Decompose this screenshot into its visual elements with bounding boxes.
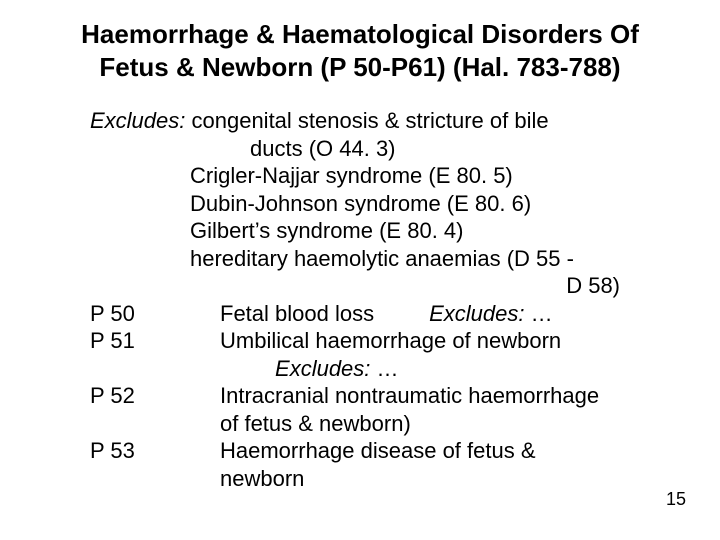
p50-part1: Fetal blood loss — [220, 301, 429, 326]
excludes-label: Excludes: — [90, 108, 185, 133]
excludes-block: Excludes: congenital stenosis & strictur… — [90, 107, 690, 300]
code-row-p52: P 52 Intracranial nontraumatic haemorrha… — [90, 382, 690, 437]
excludes-line-3: Dubin-Johnson syndrome (E 80. 6) — [90, 190, 690, 218]
p53-line1: Haemorrhage disease of fetus & — [220, 437, 690, 465]
p50-excludes: Excludes: — [429, 301, 531, 326]
excludes-line-6: D 58) — [90, 272, 690, 300]
slide-title: Haemorrhage & Haematological Disorders O… — [30, 18, 690, 83]
excludes-line-4: Gilbert’s syndrome (E 80. 4) — [90, 217, 690, 245]
p52-line1: Intracranial nontraumatic haemorrhage — [220, 382, 690, 410]
code-label: P 52 — [90, 382, 220, 437]
code-row-p51: P 51 Umbilical haemorrhage of newborn Ex… — [90, 327, 690, 382]
code-label: P 51 — [90, 327, 220, 382]
p50-dots: … — [531, 301, 553, 326]
slide-body: Excludes: congenital stenosis & strictur… — [30, 107, 690, 492]
code-label: P 50 — [90, 300, 220, 328]
slide: Haemorrhage & Haematological Disorders O… — [0, 0, 720, 540]
page-number: 15 — [666, 489, 686, 510]
excludes-line-5: hereditary haemolytic anaemias (D 55 - — [90, 245, 690, 273]
p51-line1: Umbilical haemorrhage of newborn — [220, 327, 690, 355]
code-label: P 53 — [90, 437, 220, 492]
excludes-line-2: Crigler-Najjar syndrome (E 80. 5) — [90, 162, 690, 190]
excludes-line-0: congenital stenosis & stricture of bile — [185, 108, 548, 133]
code-desc: Umbilical haemorrhage of newborn Exclude… — [220, 327, 690, 382]
code-desc: Haemorrhage disease of fetus & newborn — [220, 437, 690, 492]
code-row-p50: P 50 Fetal blood loss Excludes: … — [90, 300, 690, 328]
code-desc: Fetal blood loss Excludes: … — [220, 300, 690, 328]
p52-line2: of fetus & newborn) — [220, 410, 690, 438]
p51-line2: Excludes: … — [220, 355, 690, 383]
excludes-line-1: ducts (O 44. 3) — [90, 135, 690, 163]
title-line-2: Fetus & Newborn (P 50-P61) (Hal. 783-788… — [99, 52, 620, 82]
title-line-1: Haemorrhage & Haematological Disorders O… — [81, 19, 639, 49]
code-row-p53: P 53 Haemorrhage disease of fetus & newb… — [90, 437, 690, 492]
code-desc: Intracranial nontraumatic haemorrhage of… — [220, 382, 690, 437]
p53-line2: newborn — [220, 465, 690, 493]
